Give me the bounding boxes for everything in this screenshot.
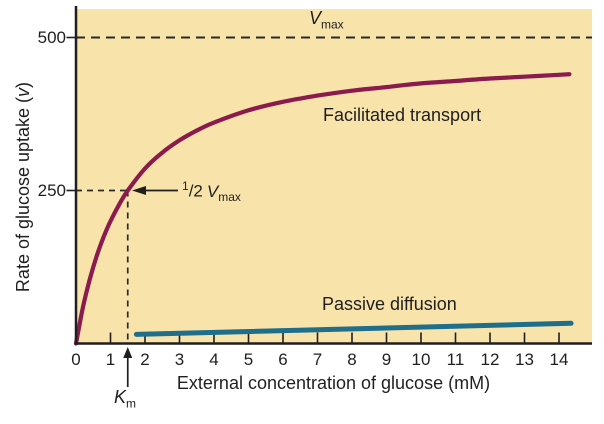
half-vmax-slash: / xyxy=(188,181,194,201)
x-tick-label: 12 xyxy=(480,350,500,369)
vmax-subscript: max xyxy=(321,17,344,32)
x-tick-label: 0 xyxy=(71,350,81,369)
km-arrowhead-icon xyxy=(123,347,133,358)
x-tick-label: 10 xyxy=(411,350,431,369)
x-tick-label: 11 xyxy=(446,350,465,369)
half-vmax-arrowhead-icon xyxy=(132,186,146,195)
y-axis-title-suffix: ) xyxy=(13,81,34,88)
x-tick-label: 13 xyxy=(515,350,534,369)
km-subscript: m xyxy=(126,396,137,411)
x-tick-label: 2 xyxy=(140,350,150,369)
facilitated-transport-curve xyxy=(73,72,572,346)
km-label: Km xyxy=(114,387,137,411)
x-axis-title: External concentration of glucose (mM) xyxy=(176,373,491,393)
vmax-symbol: V xyxy=(309,8,322,28)
x-tick-label: 1 xyxy=(105,350,116,369)
y-tick-label: 500 xyxy=(37,28,66,47)
half-vmax-numerator: 1 xyxy=(182,179,189,193)
plot-area xyxy=(77,9,592,344)
x-tick-label: 6 xyxy=(278,350,288,369)
half-vmax-symbol: V xyxy=(206,181,219,201)
half-vmax-label: 1/2 Vmax xyxy=(182,179,241,205)
x-tick-label: 4 xyxy=(209,350,219,369)
x-tick-label: 7 xyxy=(312,350,323,369)
x-tick-label: 5 xyxy=(243,350,254,369)
x-tick-label: 9 xyxy=(381,350,392,369)
vmax-label: Vmax xyxy=(309,8,344,32)
x-tick-label: 3 xyxy=(174,350,185,369)
x-tick-label: 8 xyxy=(347,350,357,369)
y-axis-title-variable: v xyxy=(13,87,34,97)
half-vmax-subscript: max xyxy=(218,190,241,205)
passive-diffusion-line xyxy=(133,320,574,337)
passive-diffusion-label: Passive diffusion xyxy=(322,294,457,314)
half-vmax-denominator: 2 xyxy=(193,181,203,201)
x-tick-label: 14 xyxy=(549,350,569,369)
y-tick-label: 250 xyxy=(37,181,66,200)
km-symbol: K xyxy=(114,387,127,407)
facilitated-transport-label: Facilitated transport xyxy=(323,105,482,125)
